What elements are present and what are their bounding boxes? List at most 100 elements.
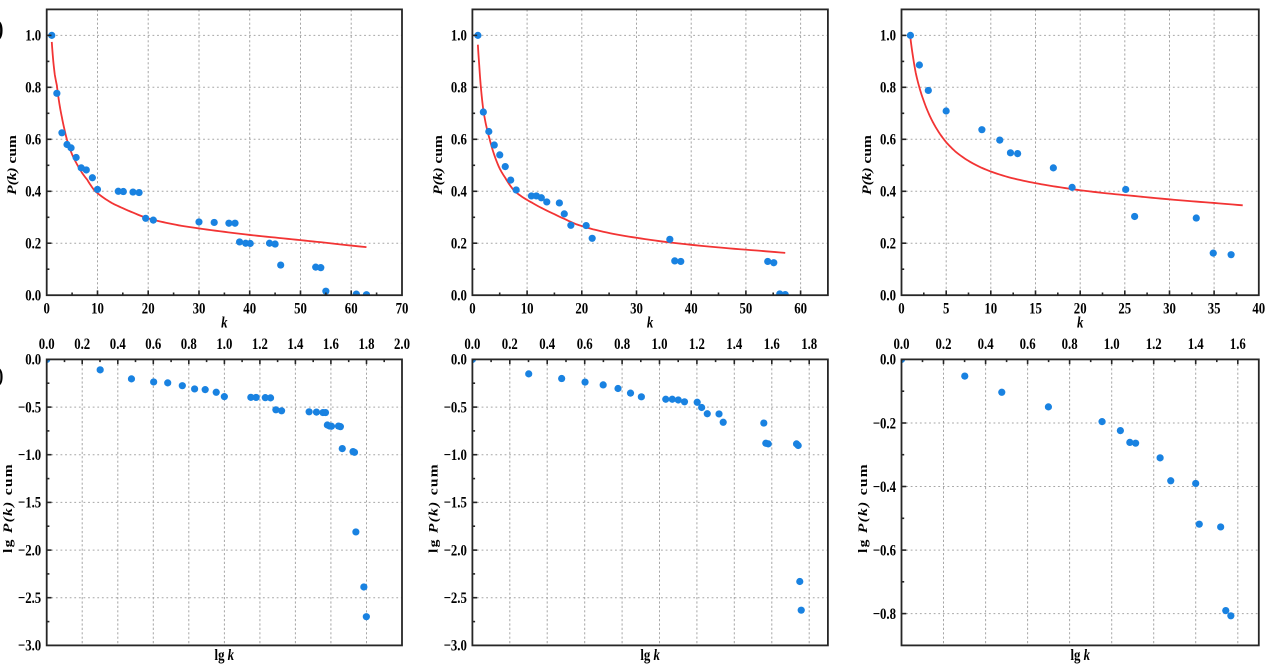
svg-text:35: 35 xyxy=(1208,300,1221,318)
svg-text:40: 40 xyxy=(243,300,256,318)
svg-text:0.2: 0.2 xyxy=(25,235,41,253)
svg-text:−2.5: −2.5 xyxy=(444,590,467,608)
svg-text:0.2: 0.2 xyxy=(880,235,896,253)
svg-text:−1.0: −1.0 xyxy=(18,447,41,465)
svg-text:2.0: 2.0 xyxy=(394,336,410,354)
svg-text:−0.4: −0.4 xyxy=(873,479,896,497)
svg-text:1.6: 1.6 xyxy=(1230,336,1246,354)
svg-text:0.2: 0.2 xyxy=(502,336,518,354)
svg-text:0.2: 0.2 xyxy=(74,336,90,354)
svg-text:1.0: 1.0 xyxy=(451,27,467,45)
svg-text:30: 30 xyxy=(1163,300,1176,318)
svg-text:0.6: 0.6 xyxy=(145,336,161,354)
svg-text:0.6: 0.6 xyxy=(880,131,896,149)
svg-text:0.8: 0.8 xyxy=(614,336,630,354)
svg-text:lg k: lg k xyxy=(215,647,235,665)
svg-text:1.0: 1.0 xyxy=(25,27,41,45)
svg-text:0.0: 0.0 xyxy=(464,336,480,354)
svg-text:−0.5: −0.5 xyxy=(18,399,41,417)
svg-text:20: 20 xyxy=(575,300,588,318)
svg-text:lg P(k) cum: lg P(k) cum xyxy=(856,463,870,553)
svg-text:10: 10 xyxy=(521,300,534,318)
svg-text:0.0: 0.0 xyxy=(880,287,896,305)
svg-text:1.4: 1.4 xyxy=(726,336,742,354)
svg-text:1.4: 1.4 xyxy=(287,336,303,354)
svg-text:−1.5: −1.5 xyxy=(444,494,467,512)
svg-text:10: 10 xyxy=(984,300,997,318)
svg-text:20: 20 xyxy=(1074,300,1087,318)
svg-text:lg k: lg k xyxy=(640,647,660,665)
svg-text:0.4: 0.4 xyxy=(110,336,126,354)
svg-text:−0.2: −0.2 xyxy=(873,415,896,433)
svg-text:0.0: 0.0 xyxy=(894,336,910,354)
svg-text:−0.6: −0.6 xyxy=(873,542,896,560)
svg-text:1.0: 1.0 xyxy=(216,336,232,354)
svg-text:1.8: 1.8 xyxy=(801,336,817,354)
svg-text:1.2: 1.2 xyxy=(689,336,705,354)
svg-text:P(k) cum: P(k) cum xyxy=(860,135,874,195)
svg-text:0.8: 0.8 xyxy=(880,79,896,97)
svg-text:lg P(k) cum: lg P(k) cum xyxy=(427,463,441,553)
svg-text:−1.0: −1.0 xyxy=(444,447,467,465)
svg-text:20: 20 xyxy=(142,300,155,318)
svg-text:0.2: 0.2 xyxy=(451,235,467,253)
svg-text:k: k xyxy=(647,314,654,332)
svg-text:70: 70 xyxy=(396,300,409,318)
svg-text:−2.5: −2.5 xyxy=(18,590,41,608)
svg-text:1.2: 1.2 xyxy=(252,336,268,354)
svg-text:1.6: 1.6 xyxy=(323,336,339,354)
svg-text:P(k) cum: P(k) cum xyxy=(6,135,20,195)
svg-text:−2.0: −2.0 xyxy=(18,542,41,560)
svg-text:25: 25 xyxy=(1118,300,1131,318)
svg-text:lg P(k) cum: lg P(k) cum xyxy=(1,463,15,553)
svg-text:0.4: 0.4 xyxy=(25,183,41,201)
svg-text:30: 30 xyxy=(630,300,643,318)
svg-text:): ) xyxy=(0,15,3,42)
svg-text:0.4: 0.4 xyxy=(451,183,467,201)
svg-text:1.2: 1.2 xyxy=(1146,336,1162,354)
svg-text:15: 15 xyxy=(1029,300,1042,318)
svg-text:0.4: 0.4 xyxy=(978,336,994,354)
svg-text:0.8: 0.8 xyxy=(1062,336,1078,354)
svg-text:1.8: 1.8 xyxy=(359,336,375,354)
svg-text:10: 10 xyxy=(91,300,104,318)
svg-text:0.6: 0.6 xyxy=(1020,336,1036,354)
svg-text:50: 50 xyxy=(740,300,753,318)
svg-text:0.0: 0.0 xyxy=(451,351,467,369)
svg-text:1.0: 1.0 xyxy=(652,336,668,354)
svg-text:1.0: 1.0 xyxy=(1104,336,1120,354)
svg-text:P(k) cum: P(k) cum xyxy=(431,135,445,195)
svg-text:0: 0 xyxy=(898,300,904,318)
svg-text:0.6: 0.6 xyxy=(451,131,467,149)
svg-text:−0.8: −0.8 xyxy=(873,606,896,624)
svg-text:1.6: 1.6 xyxy=(764,336,780,354)
svg-text:0.8: 0.8 xyxy=(181,336,197,354)
svg-text:lg k: lg k xyxy=(1070,647,1090,665)
svg-text:−2.0: −2.0 xyxy=(444,542,467,560)
svg-text:0.8: 0.8 xyxy=(25,79,41,97)
svg-text:0.4: 0.4 xyxy=(880,183,896,201)
svg-text:0.6: 0.6 xyxy=(577,336,593,354)
svg-text:0.0: 0.0 xyxy=(25,287,41,305)
svg-text:): ) xyxy=(0,364,3,387)
svg-text:0.2: 0.2 xyxy=(936,336,952,354)
svg-text:k: k xyxy=(221,314,228,332)
svg-text:0.0: 0.0 xyxy=(880,351,896,369)
svg-text:50: 50 xyxy=(294,300,307,318)
svg-text:k: k xyxy=(1077,314,1084,332)
svg-text:1.0: 1.0 xyxy=(880,27,896,45)
svg-text:60: 60 xyxy=(345,300,358,318)
svg-text:−3.0: −3.0 xyxy=(444,637,467,655)
svg-text:0: 0 xyxy=(469,300,475,318)
svg-text:60: 60 xyxy=(794,300,807,318)
svg-text:0.0: 0.0 xyxy=(39,336,55,354)
svg-text:5: 5 xyxy=(943,300,949,318)
svg-text:0.8: 0.8 xyxy=(451,79,467,97)
svg-text:0: 0 xyxy=(44,300,50,318)
svg-text:0.0: 0.0 xyxy=(451,287,467,305)
svg-text:−1.5: −1.5 xyxy=(18,494,41,512)
svg-text:−0.5: −0.5 xyxy=(444,399,467,417)
svg-text:0.0: 0.0 xyxy=(25,351,41,369)
svg-text:1.4: 1.4 xyxy=(1188,336,1204,354)
svg-text:0.6: 0.6 xyxy=(25,131,41,149)
